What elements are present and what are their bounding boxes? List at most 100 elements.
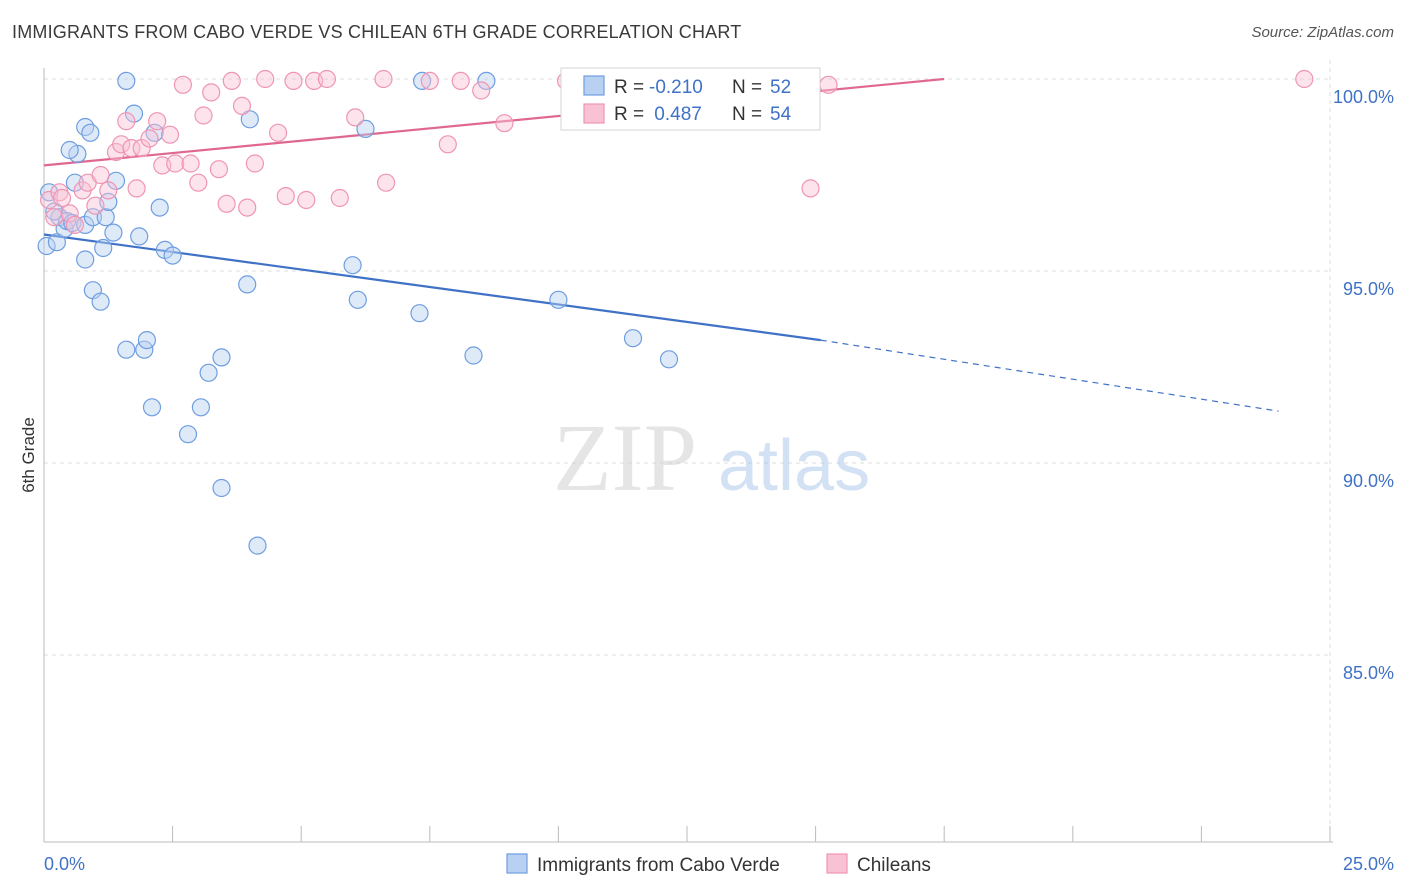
point-blue-24 [130,227,149,246]
point-blue-7 [65,173,85,192]
y-axis-label: 6th Grade [19,417,38,493]
point-pink-43 [377,173,396,192]
point-pink-42 [374,69,393,89]
point-pink-12 [112,135,131,154]
y-tick-labels: 85.0% 90.0% 95.0% 100.0% [1333,87,1394,683]
point-pink-21 [166,154,185,173]
point-pink-53 [1295,69,1314,89]
point-blue-33 [191,398,210,417]
point-pink-24 [189,173,208,192]
point-blue-26 [137,331,156,350]
point-blue-11 [81,123,100,142]
point-pink-47 [472,81,491,100]
point-pink-46 [451,71,470,91]
point-blue-1 [37,236,56,256]
x-tick-label-1: 25.0% [1343,854,1394,874]
watermark-atlas: atlas [718,426,870,506]
point-blue-12 [83,208,103,227]
bottom-legend-label-blue: Immigrants from Cabo Verde [537,855,780,876]
legend-r-value-pink: 0.487 [649,104,702,125]
point-pink-27 [209,160,228,179]
point-pink-3 [52,188,72,208]
bottom-legend-swatch-pink [826,853,848,874]
point-blue-31 [163,246,182,265]
legend-swatch-blue [583,75,605,96]
point-pink-23 [181,154,200,173]
point-blue-50 [659,350,679,369]
point-blue-51 [45,202,64,221]
legend-r-label-blue: R = [614,77,644,98]
source-label: Source: ZipAtlas.com [1251,24,1394,41]
point-pink-8 [86,196,105,215]
y-tick-label-0: 85.0% [1343,663,1394,683]
point-pink-29 [222,71,241,91]
point-pink-20 [160,125,180,144]
point-pink-13 [117,112,136,131]
point-blue-34 [199,363,218,382]
point-pink-4 [60,204,79,223]
point-pink-15 [127,179,146,198]
point-pink-5 [65,215,85,234]
point-blue-36 [212,478,231,498]
point-pink-31 [238,198,257,217]
point-pink-45 [438,135,457,154]
point-blue-10 [76,117,95,137]
point-blue-35 [212,348,231,367]
point-blue-22 [117,340,136,359]
point-blue-43 [356,119,375,138]
point-blue-15 [96,208,115,227]
point-blue-37 [238,275,257,294]
legend-r-label-pink: R = [614,104,644,125]
point-pink-51 [801,179,820,198]
axes [43,68,1333,843]
point-pink-34 [269,123,288,142]
point-blue-9 [76,215,95,234]
point-pink-26 [202,83,221,102]
point-blue-23 [124,104,144,123]
legend-n-value-pink: 54 [770,104,792,125]
point-pink-1 [45,208,64,227]
point-blue-13 [60,140,79,160]
point-pink-14 [122,139,141,158]
point-pink-10 [99,181,118,200]
point-blue-2 [47,233,67,252]
point-pink-9 [91,165,110,185]
legend-swatch-pink [583,103,605,124]
legend-n-value-blue: 52 [770,77,791,98]
bottom-legend-label-pink: Chileans [857,855,931,876]
point-pink-30 [232,96,252,116]
point-blue-40 [117,71,136,91]
legend-r-value-blue: -0.210 [649,77,703,98]
point-blue-47 [477,71,496,91]
point-pink-18 [148,112,167,131]
x-tick-label-0: 0.0% [44,854,85,874]
point-blue-21 [91,292,110,311]
point-blue-29 [150,198,169,217]
y-tick-label-1: 90.0% [1343,471,1394,491]
point-pink-40 [330,188,349,208]
point-pink-48 [495,114,514,133]
point-blue-39 [248,536,267,555]
point-pink-41 [346,108,365,127]
data-points [37,69,1314,555]
point-pink-32 [245,154,264,173]
point-blue-41 [343,256,362,275]
point-blue-19 [76,250,95,269]
legend-n-label-pink: N = [732,104,762,125]
watermark-zip: ZIP [553,404,697,511]
watermark: ZIP atlas [553,404,870,511]
point-blue-44 [410,304,429,323]
bottom-legend-swatch-blue [506,853,528,874]
point-blue-38 [240,110,259,129]
point-blue-42 [348,290,367,309]
point-pink-33 [256,69,275,89]
point-pink-39 [317,69,336,89]
point-blue-46 [464,346,483,365]
point-pink-35 [276,187,295,206]
point-pink-28 [217,194,236,213]
point-blue-28 [145,123,164,142]
y-tick-label-3: 100.0% [1333,87,1394,107]
point-pink-36 [284,71,303,91]
point-pink-52 [819,75,838,94]
